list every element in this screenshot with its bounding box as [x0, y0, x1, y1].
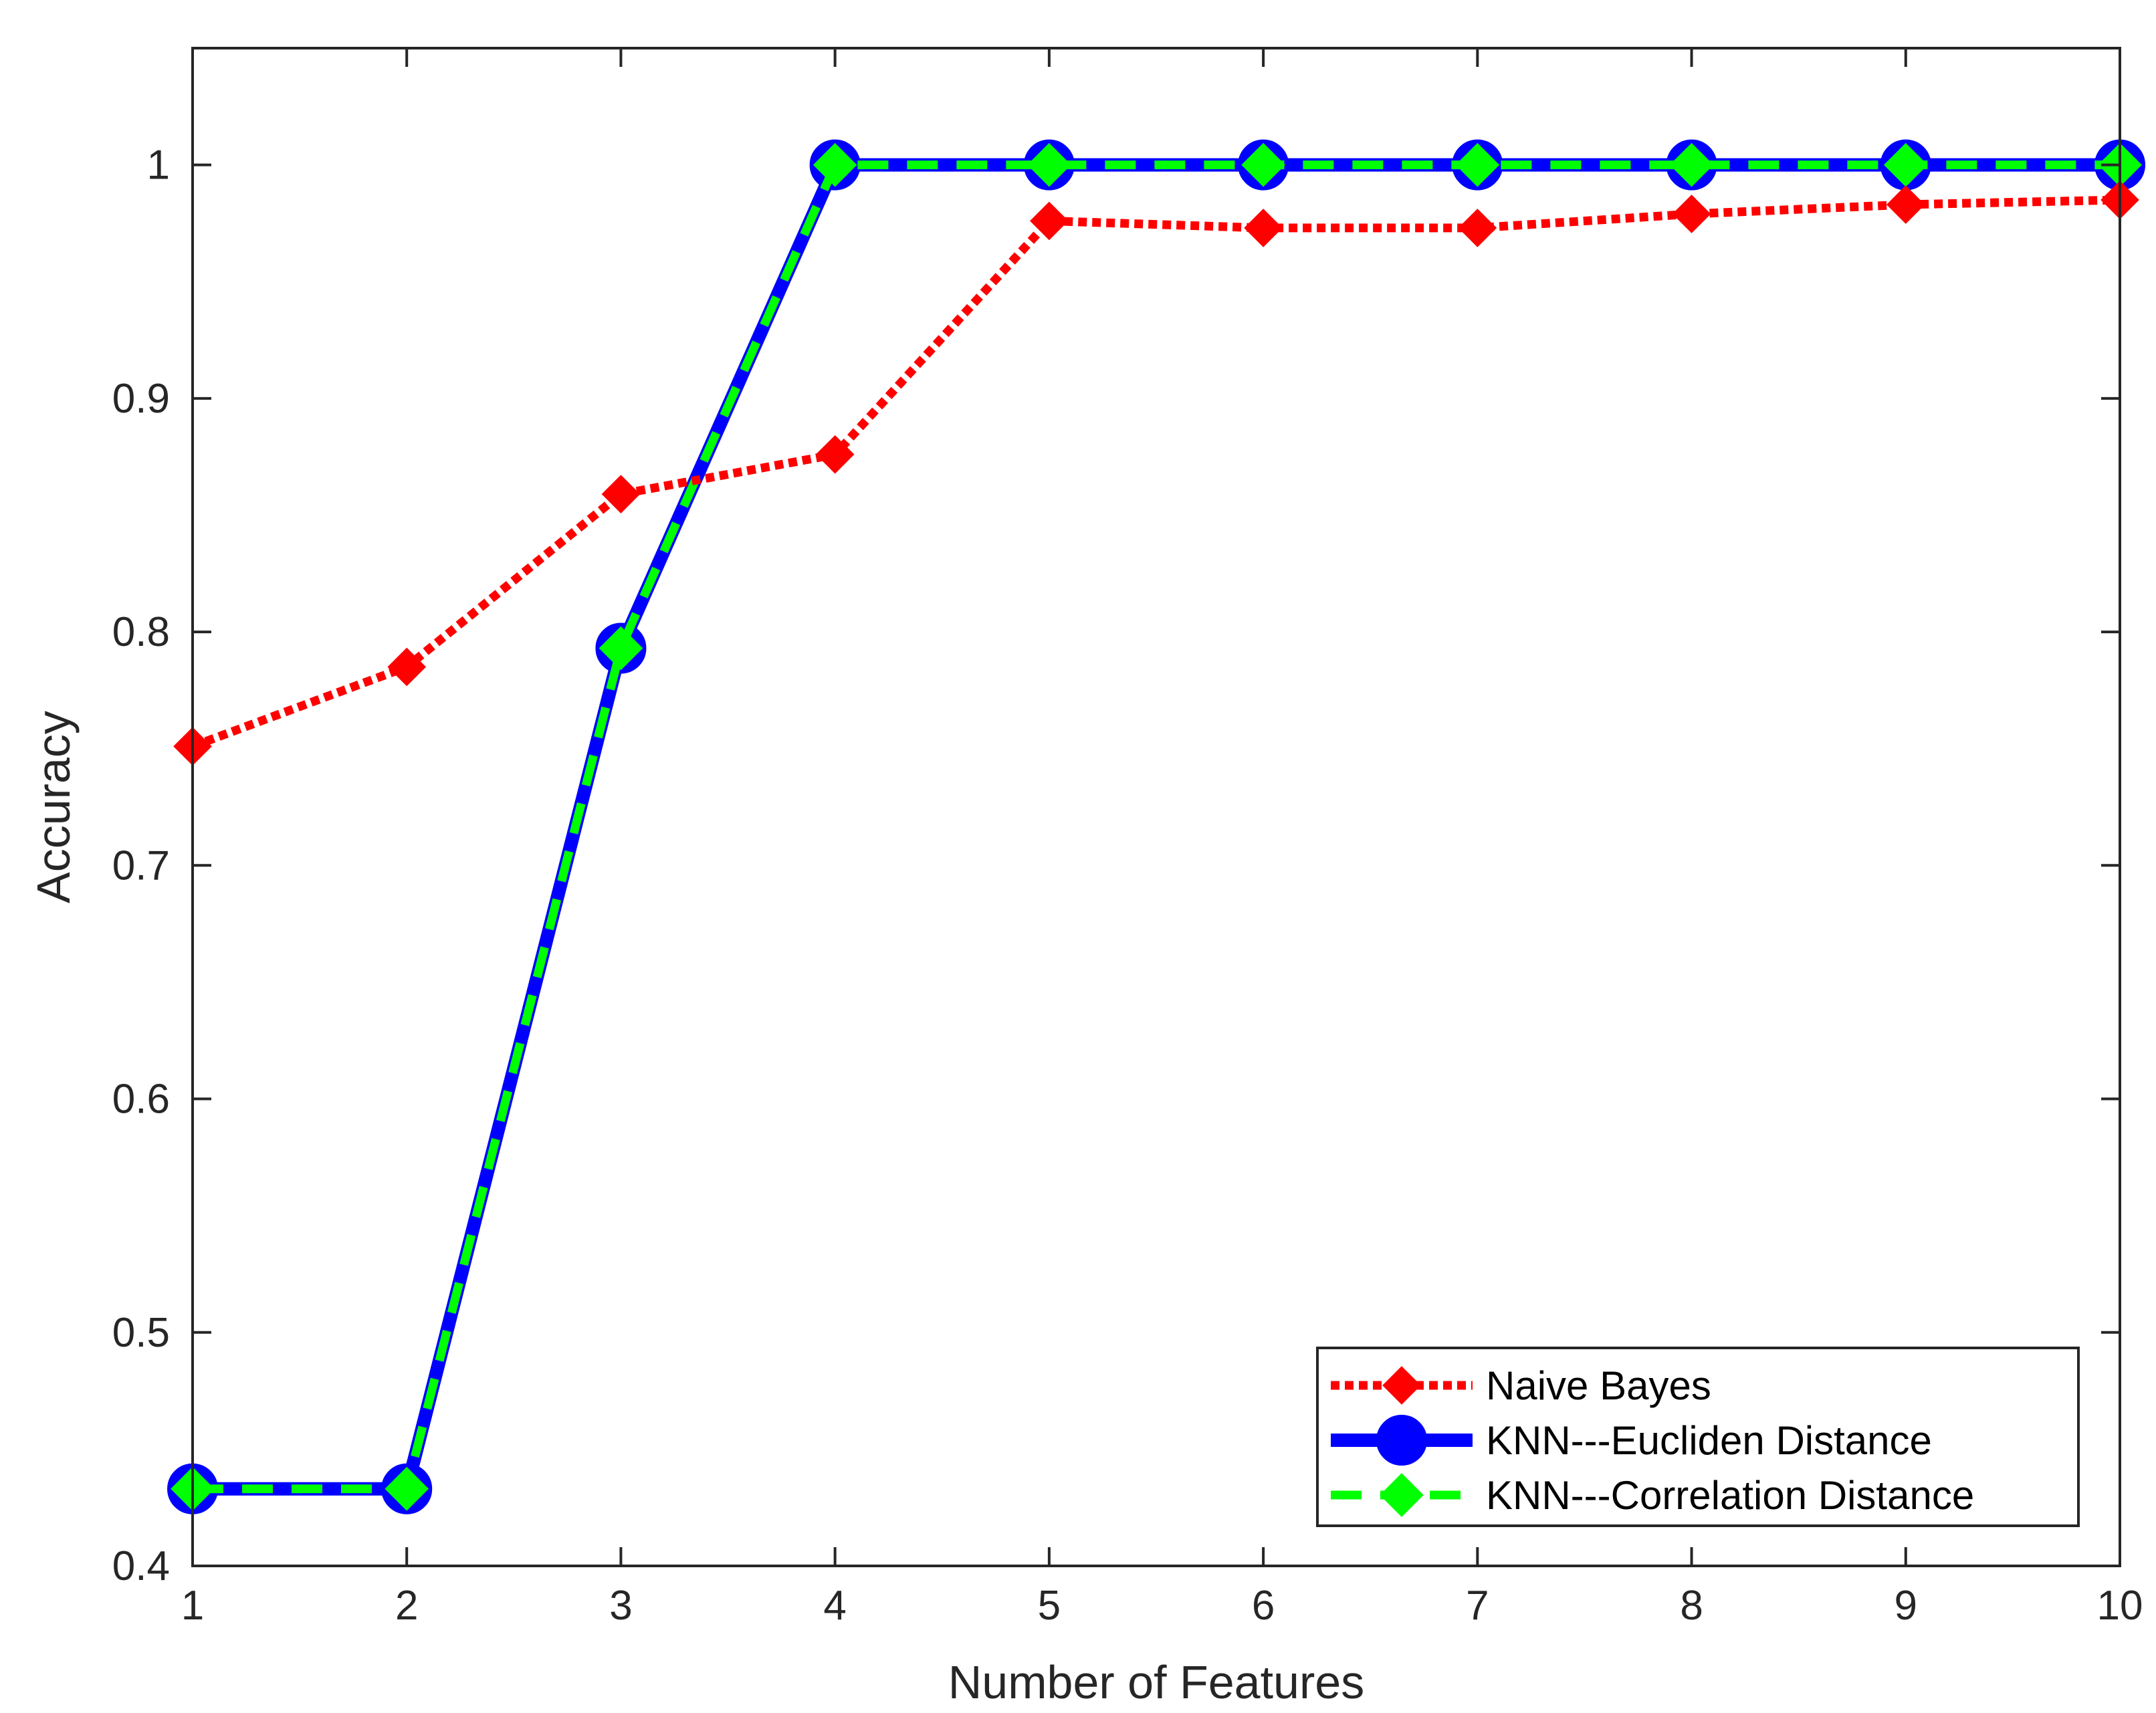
legend-marker-0	[1382, 1366, 1421, 1405]
series-line-0	[191, 195, 2121, 751]
legend-marker-2	[1380, 1473, 1424, 1517]
series-0-point	[1458, 209, 1497, 247]
legend-label-0: Naive Bayes	[1486, 1363, 1711, 1408]
x-tick-label: 1	[181, 1583, 204, 1629]
series-2-point	[1669, 142, 1714, 187]
series-0-point	[1672, 195, 1711, 233]
x-tick-label: 8	[1680, 1583, 1703, 1629]
series-2-point	[599, 626, 643, 671]
plot-background	[193, 48, 2120, 1566]
series-0-point	[1244, 209, 1283, 247]
x-tick-label: 5	[1038, 1583, 1061, 1629]
plot-area	[193, 48, 2120, 1566]
series-2-point	[813, 142, 857, 187]
legend-label-1: KNN---Eucliden Distance	[1486, 1418, 1932, 1463]
series-0-point	[387, 647, 427, 687]
x-tick-label: 7	[1466, 1583, 1489, 1629]
x-tick-label: 10	[2097, 1583, 2143, 1629]
series-2-point	[1241, 142, 1285, 187]
y-tick-label: 0.8	[112, 609, 170, 655]
series-line-2	[193, 160, 2120, 1494]
series-0-point	[815, 435, 855, 474]
axes-box	[191, 47, 2121, 1567]
axes-layer: 1 2 3 4 5 6 7 8 9 10 0.4 0.5 0.6 0.7 0.8 0.9 1 Number of …	[27, 47, 2143, 1708]
x-tick-label: 6	[1252, 1583, 1275, 1629]
series-2-point	[1883, 142, 1928, 187]
y-axis-title: Accuracy	[27, 711, 80, 903]
y-tick-label: 0.5	[112, 1310, 170, 1356]
legend-marker-1	[1376, 1415, 1427, 1466]
x-tick-label: 2	[395, 1583, 418, 1629]
series-layer	[167, 139, 2145, 1514]
y-tick-label: 0.7	[112, 842, 170, 889]
series-0-point	[1030, 201, 1069, 241]
series-0-point	[1886, 185, 1925, 224]
legend: Naive Bayes KNN---Eucliden Distance KNN---…	[1316, 1347, 2080, 1527]
series-2-point	[1027, 142, 1071, 187]
legend-label-2: KNN---Correlation Distance	[1486, 1473, 1974, 1518]
series-0-point	[601, 475, 641, 513]
x-tick-label: 3	[609, 1583, 632, 1629]
x-axis-title: Number of Features	[948, 1656, 1364, 1708]
series-2-point	[385, 1466, 429, 1511]
y-tick-label: 0.9	[112, 376, 170, 422]
y-tick-label: 1	[147, 142, 170, 189]
y-tick-label: 0.6	[112, 1076, 170, 1123]
series-2-point	[1455, 142, 1500, 187]
y-tick-label: 0.4	[112, 1543, 170, 1589]
x-tick-label: 9	[1895, 1583, 1917, 1629]
x-tick-label: 4	[823, 1583, 846, 1629]
